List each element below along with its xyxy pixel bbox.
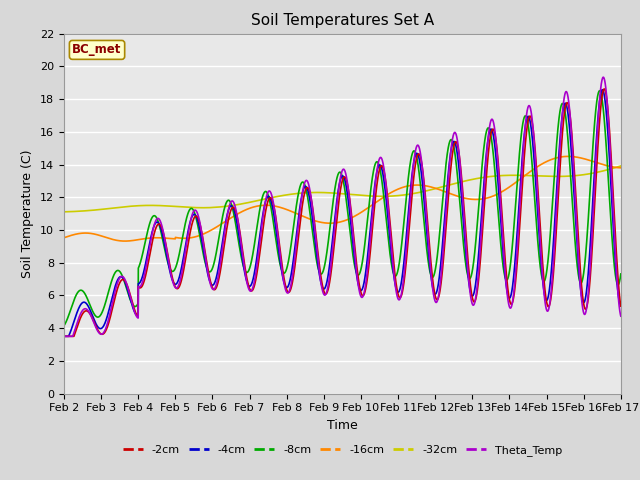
-16cm bbox=[467, 196, 475, 202]
-4cm bbox=[324, 276, 332, 282]
-8cm bbox=[467, 274, 475, 279]
-8cm bbox=[587, 181, 595, 187]
-8cm bbox=[593, 95, 601, 100]
Theta_Temp bbox=[617, 313, 625, 319]
-32cm bbox=[483, 174, 490, 180]
-2cm bbox=[617, 303, 625, 309]
Theta_Temp bbox=[60, 334, 68, 339]
-32cm bbox=[593, 169, 601, 175]
-32cm bbox=[587, 171, 595, 177]
-4cm bbox=[60, 334, 68, 339]
Line: -16cm: -16cm bbox=[64, 156, 621, 241]
-16cm bbox=[60, 235, 68, 240]
Y-axis label: Soil Temperature (C): Soil Temperature (C) bbox=[22, 149, 35, 278]
X-axis label: Time: Time bbox=[327, 419, 358, 432]
-4cm bbox=[617, 302, 625, 308]
Theta_Temp bbox=[587, 259, 595, 265]
-16cm bbox=[483, 195, 491, 201]
Line: -8cm: -8cm bbox=[64, 91, 621, 325]
Theta_Temp bbox=[467, 296, 475, 301]
Legend: -2cm, -4cm, -8cm, -16cm, -32cm, Theta_Temp: -2cm, -4cm, -8cm, -16cm, -32cm, Theta_Te… bbox=[118, 440, 566, 460]
-2cm bbox=[60, 334, 68, 339]
Theta_Temp bbox=[483, 151, 490, 156]
-4cm bbox=[593, 123, 601, 129]
-32cm bbox=[467, 177, 475, 182]
-8cm bbox=[60, 323, 68, 328]
-16cm bbox=[324, 220, 332, 226]
-4cm bbox=[587, 238, 595, 244]
-2cm bbox=[587, 271, 595, 277]
-8cm bbox=[324, 245, 332, 251]
Line: Theta_Temp: Theta_Temp bbox=[64, 77, 621, 336]
-4cm bbox=[250, 276, 257, 282]
-4cm bbox=[483, 148, 490, 154]
Theta_Temp bbox=[600, 74, 607, 80]
-2cm bbox=[324, 288, 332, 294]
-8cm bbox=[617, 271, 625, 277]
Line: -2cm: -2cm bbox=[64, 89, 621, 336]
Title: Soil Temperatures Set A: Soil Temperatures Set A bbox=[251, 13, 434, 28]
Theta_Temp bbox=[324, 286, 332, 292]
Line: -32cm: -32cm bbox=[64, 166, 621, 212]
-32cm bbox=[60, 209, 68, 215]
-2cm bbox=[250, 286, 257, 292]
-2cm bbox=[600, 86, 608, 92]
-16cm bbox=[587, 158, 595, 164]
-32cm bbox=[617, 163, 625, 169]
-16cm bbox=[617, 165, 625, 171]
-16cm bbox=[564, 154, 572, 159]
-8cm bbox=[483, 128, 490, 133]
-16cm bbox=[121, 238, 129, 244]
-16cm bbox=[594, 160, 602, 166]
-2cm bbox=[467, 287, 475, 293]
-2cm bbox=[483, 169, 490, 175]
-32cm bbox=[324, 190, 332, 196]
-32cm bbox=[250, 199, 257, 204]
Theta_Temp bbox=[593, 129, 601, 135]
-4cm bbox=[467, 291, 475, 297]
-8cm bbox=[250, 249, 257, 255]
-2cm bbox=[593, 152, 601, 158]
-4cm bbox=[598, 87, 606, 93]
Theta_Temp bbox=[250, 284, 257, 289]
-8cm bbox=[596, 88, 604, 94]
-16cm bbox=[250, 204, 257, 210]
Text: BC_met: BC_met bbox=[72, 43, 122, 56]
Line: -4cm: -4cm bbox=[64, 90, 621, 336]
